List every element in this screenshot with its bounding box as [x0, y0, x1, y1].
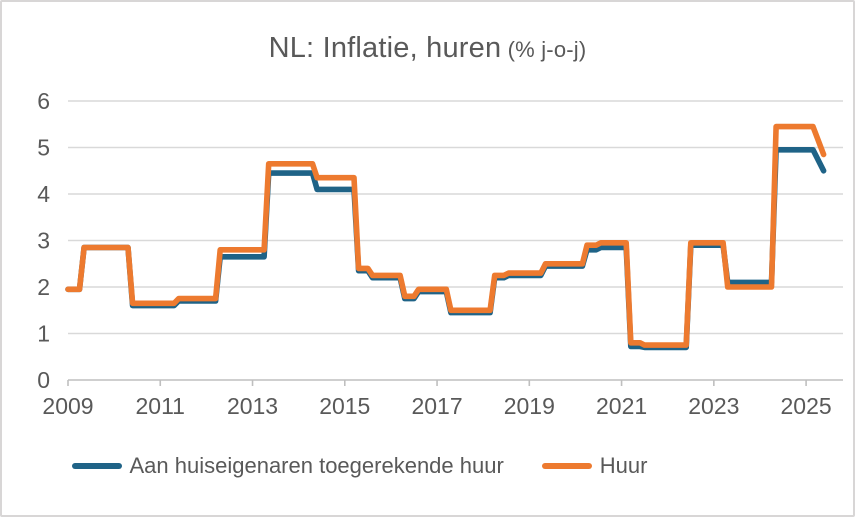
x-tick-label: 2011: [136, 393, 185, 419]
x-tick-label: 2015: [319, 393, 370, 419]
x-tick-label: 2025: [781, 393, 832, 419]
chart-title-suffix: (% j-o-j): [501, 37, 587, 62]
legend-item-huur: Huur: [541, 453, 648, 479]
y-tick-label: 3: [37, 228, 50, 254]
chart-canvas: 0 1 2 3 4 5 6 2009 2011 2013 2015 2017 2019 2021 2023 2…: [37, 88, 843, 419]
chart-title-text: NL: Inflatie, huren: [268, 32, 502, 64]
y-tick-label: 2: [37, 274, 50, 300]
legend-item-toegerekende-huur: Aan huiseigenaren toegerekende huur: [71, 453, 504, 479]
x-tick-label: 2009: [42, 393, 93, 419]
legend-label: Aan huiseigenaren toegerekende huur: [129, 453, 504, 478]
series-line: [65, 147, 827, 351]
legend-label: Huur: [599, 453, 648, 478]
y-tick-label: 5: [37, 135, 50, 161]
series-line: [65, 123, 827, 348]
x-tick-label: 2017: [411, 393, 462, 419]
x-tick-label: 2021: [596, 393, 647, 419]
x-tick-label: 2013: [227, 393, 278, 419]
chart-legend: Aan huiseigenaren toegerekende huur Huur: [2, 453, 785, 479]
blue-line-swatch-icon: [71, 463, 122, 469]
y-tick-label: 4: [37, 181, 50, 207]
y-tick-label: 6: [37, 88, 50, 114]
y-tick-label: 1: [37, 321, 50, 347]
chart-title: NL: Inflatie, huren (% j-o-j): [2, 28, 853, 65]
y-tick-label: 0: [37, 367, 50, 393]
orange-line-swatch-icon: [541, 463, 592, 469]
x-tick-label: 2023: [688, 393, 739, 419]
x-tick-label: 2019: [504, 393, 555, 419]
